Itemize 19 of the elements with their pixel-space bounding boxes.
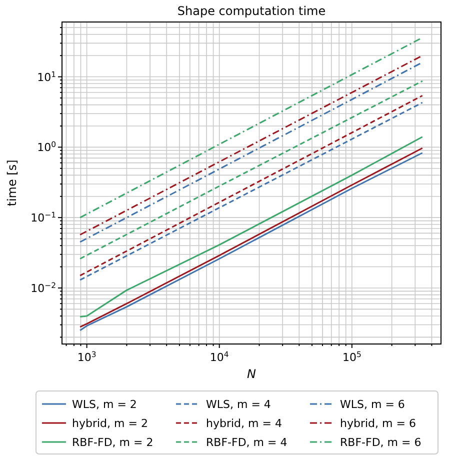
y-tick-label: 10$^{0}$ <box>37 140 56 154</box>
legend-label: hybrid, m = 6 <box>340 417 416 430</box>
legend-label: hybrid, m = 2 <box>72 417 148 430</box>
legend-label: RBF-FD, m = 4 <box>206 436 288 449</box>
chart-title: Shape computation time <box>177 4 326 18</box>
y-axis-title: time [s] <box>5 160 19 206</box>
y-tick-label: 10$^{1}$ <box>37 69 56 84</box>
x-tick-label: 10$^{3}$ <box>77 350 96 364</box>
legend-label: WLS, m = 2 <box>72 398 137 411</box>
x-tick-label: 10$^{4}$ <box>210 350 229 364</box>
legend-label: WLS, m = 4 <box>206 398 271 411</box>
legend-label: RBF-FD, m = 6 <box>340 436 422 449</box>
y-tick-label: 10$^{−2}$ <box>30 280 56 295</box>
y-tick-label: 10$^{−1}$ <box>30 210 56 225</box>
legend-label: WLS, m = 6 <box>340 398 405 411</box>
x-tick-label: 10$^{5}$ <box>342 350 362 364</box>
x-axis-title: N <box>247 367 256 381</box>
legend-label: RBF-FD, m = 2 <box>72 436 154 449</box>
legend-label: hybrid, m = 4 <box>206 417 282 430</box>
